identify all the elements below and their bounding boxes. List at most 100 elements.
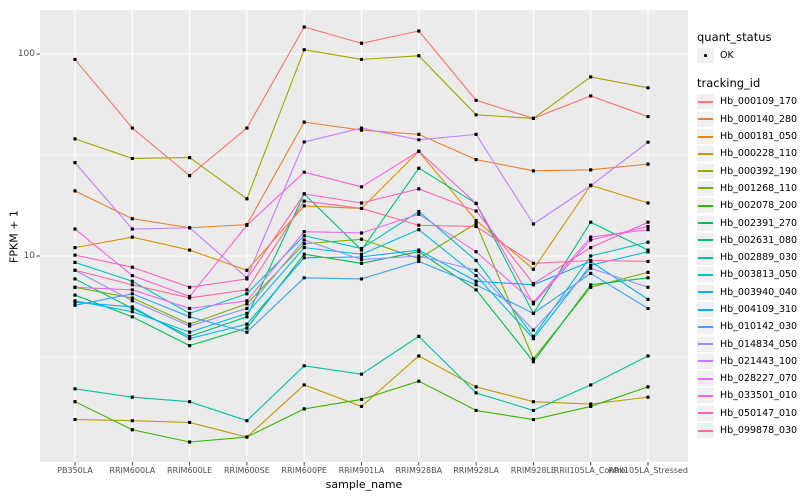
legend-key-swatch <box>697 129 714 145</box>
data-point <box>646 240 650 244</box>
legend-label: Hb_000228_110 <box>720 148 798 160</box>
x-tick-label: RRIM928LA <box>453 466 499 475</box>
data-point <box>474 408 478 413</box>
legend-label: Hb_004109_310 <box>720 304 798 315</box>
line-swatch-icon <box>698 412 713 415</box>
data-point <box>417 228 421 232</box>
legend-key-swatch <box>697 146 714 162</box>
data-point <box>646 297 650 301</box>
legend-item-Hb_000140_280: Hb_000140_280 <box>697 111 799 128</box>
data-point <box>359 397 364 402</box>
line-swatch-icon <box>698 118 713 121</box>
data-point <box>245 311 249 315</box>
data-point <box>130 156 134 161</box>
data-point <box>646 306 650 311</box>
legend-title-tracking-id: tracking_id <box>697 76 761 91</box>
data-point <box>359 57 364 62</box>
legend-key-swatch <box>697 371 714 387</box>
data-point <box>417 259 421 264</box>
line-swatch-icon <box>698 100 713 103</box>
legend-key-swatch <box>697 250 714 266</box>
data-point <box>130 283 134 287</box>
legend-item-Hb_033501_010: Hb_033501_010 <box>697 387 799 404</box>
legend-key-swatch <box>697 215 714 231</box>
data-point <box>646 354 650 358</box>
legend-label: Hb_002078_200 <box>720 200 798 212</box>
data-point <box>302 252 306 256</box>
data-point <box>474 283 478 287</box>
data-point <box>188 155 192 160</box>
data-point <box>589 246 593 250</box>
data-point <box>474 273 478 278</box>
data-point <box>302 230 306 234</box>
legend-label: Hb_003813_050 <box>720 269 798 281</box>
data-point <box>302 242 306 246</box>
y-tick-label-10: 10 <box>23 251 35 261</box>
data-point <box>130 235 134 239</box>
data-point <box>646 250 650 254</box>
data-point <box>589 266 593 270</box>
line-swatch-icon <box>698 394 713 397</box>
data-point <box>474 98 478 102</box>
legend-item-ok: OK <box>697 47 799 64</box>
legend-item-Hb_000181_050: Hb_000181_050 <box>697 128 799 145</box>
data-point <box>474 218 478 223</box>
data-point <box>188 174 192 178</box>
data-point <box>130 305 134 309</box>
data-point <box>359 237 364 241</box>
data-point <box>302 364 306 368</box>
data-point <box>531 222 535 226</box>
line-swatch-icon <box>698 152 713 155</box>
data-point <box>302 256 306 260</box>
legend-label: Hb_033501_010 <box>720 390 798 402</box>
data-point <box>245 306 249 311</box>
data-point <box>359 185 364 189</box>
data-point <box>417 29 421 33</box>
legend-key-swatch <box>697 405 714 421</box>
data-point <box>302 48 306 52</box>
data-point <box>73 227 77 231</box>
data-point <box>646 86 650 90</box>
legend-item-Hb_050147_010: Hb_050147_010 <box>697 405 799 422</box>
data-point <box>474 258 478 263</box>
data-point <box>130 428 134 432</box>
data-point <box>359 246 364 251</box>
data-point <box>474 288 478 292</box>
data-point <box>302 234 306 238</box>
data-point <box>589 402 593 406</box>
legend-key-swatch <box>697 94 714 110</box>
data-point <box>646 220 650 224</box>
data-point <box>73 293 77 297</box>
data-point <box>245 326 249 330</box>
data-point <box>474 201 478 206</box>
data-point <box>245 223 249 227</box>
data-point <box>531 417 535 422</box>
data-point <box>359 206 364 211</box>
data-point <box>531 116 535 120</box>
data-point <box>245 197 249 201</box>
legend-item-Hb_003940_040: Hb_003940_040 <box>697 284 799 301</box>
legend-item-Hb_000392_190: Hb_000392_190 <box>697 162 799 179</box>
x-tick-label: RRIM928LE <box>510 466 556 475</box>
data-point <box>531 360 535 364</box>
legend-item-Hb_002631_080: Hb_002631_080 <box>697 232 799 249</box>
x-tick-label: RRII105LA_Stressed <box>608 466 688 475</box>
legend-label: Hb_001268_110 <box>720 182 798 194</box>
data-point <box>73 253 77 257</box>
line-swatch-icon <box>698 135 713 138</box>
data-point <box>245 419 249 423</box>
data-point <box>359 372 364 376</box>
legend-label: Hb_099878_030 <box>720 425 798 437</box>
data-point <box>245 292 249 296</box>
data-point <box>302 120 306 124</box>
legend-item-Hb_021443_100: Hb_021443_100 <box>697 353 799 370</box>
data-point <box>589 75 593 79</box>
data-point <box>188 400 192 404</box>
legend-gap <box>697 64 799 76</box>
legend-label: Hb_000392_190 <box>720 165 798 177</box>
x-tick-label: RRIM928BA <box>395 466 443 475</box>
data-point <box>73 160 77 165</box>
data-point <box>245 268 249 272</box>
point-marker-icon <box>703 53 708 58</box>
y-axis-title: FPKM + 1 <box>7 210 21 263</box>
